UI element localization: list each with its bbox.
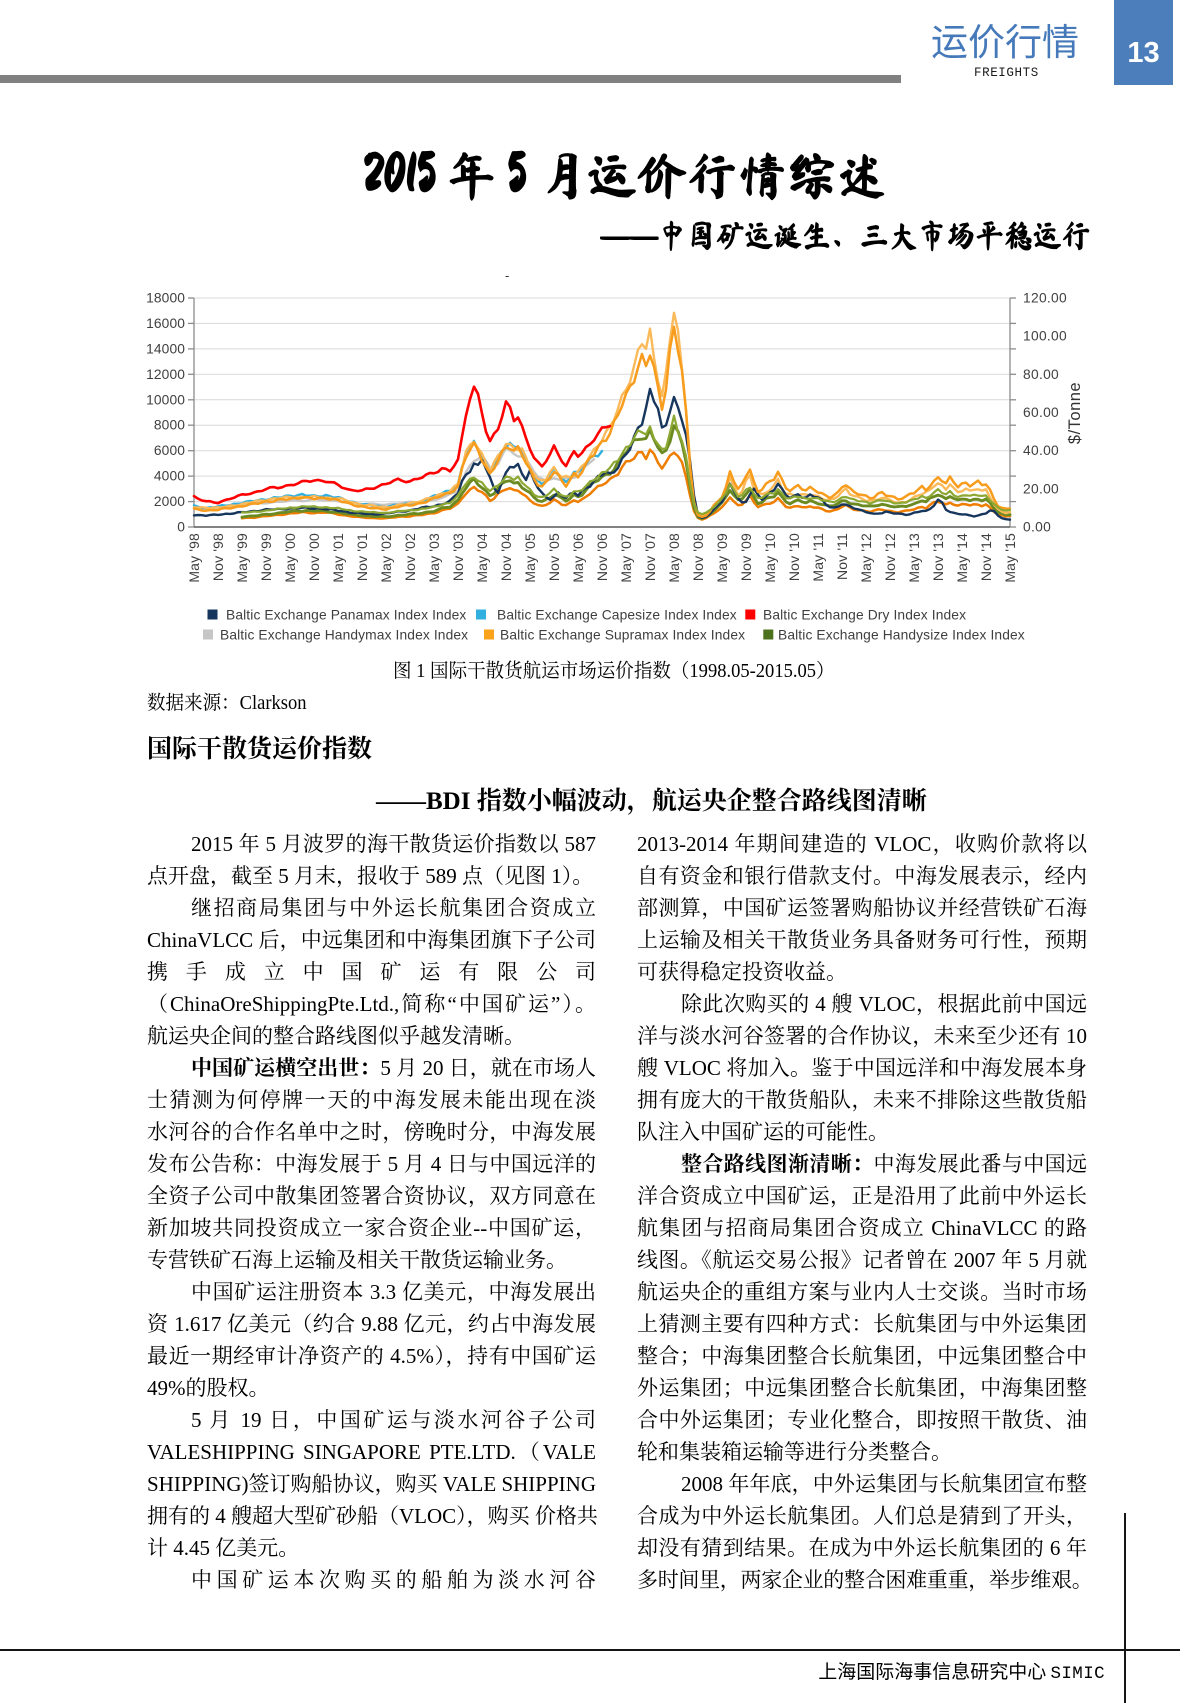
svg-text:4000: 4000 xyxy=(154,469,185,484)
svg-text:6000: 6000 xyxy=(154,443,185,458)
svg-text:0.00: 0.00 xyxy=(1023,520,1051,535)
svg-text:May '12: May '12 xyxy=(858,533,874,583)
svg-text:Nov '03: Nov '03 xyxy=(450,533,466,581)
svg-text:Nov '02: Nov '02 xyxy=(402,533,418,581)
svg-text:Nov '06: Nov '06 xyxy=(594,533,610,581)
svg-text:Baltic Exchange Supramax Index: Baltic Exchange Supramax Index Index xyxy=(500,628,745,643)
svg-text:18000: 18000 xyxy=(146,291,185,306)
svg-text:May '07: May '07 xyxy=(618,533,634,583)
svg-text:Nov '14: Nov '14 xyxy=(978,533,994,581)
svg-text:Nov '10: Nov '10 xyxy=(786,533,802,581)
svg-text:120.00: 120.00 xyxy=(1023,291,1067,306)
svg-text:Baltic Exchange Capesize Index: Baltic Exchange Capesize Index Index xyxy=(497,608,737,623)
svg-text:May '09: May '09 xyxy=(714,533,730,583)
svg-text:May '13: May '13 xyxy=(906,533,922,583)
svg-text:Nov '00: Nov '00 xyxy=(306,533,322,581)
svg-text:Nov '01: Nov '01 xyxy=(354,533,370,581)
svg-text:2000: 2000 xyxy=(154,494,185,509)
svg-text:May '01: May '01 xyxy=(330,533,346,583)
svg-text:12000: 12000 xyxy=(146,367,185,382)
svg-text:0: 0 xyxy=(177,520,185,535)
svg-text:14000: 14000 xyxy=(146,341,185,356)
svg-text:Nov '13: Nov '13 xyxy=(930,533,946,581)
svg-text:May '03: May '03 xyxy=(426,533,442,583)
svg-text:Baltic Exchange Panamax Index: Baltic Exchange Panamax Index Index xyxy=(226,608,466,623)
svg-text:May '02: May '02 xyxy=(378,533,394,583)
svg-text:-: - xyxy=(505,268,509,283)
svg-text:8000: 8000 xyxy=(154,418,185,433)
svg-text:40.00: 40.00 xyxy=(1023,443,1059,458)
svg-text:10000: 10000 xyxy=(146,392,185,407)
svg-text:May '98: May '98 xyxy=(186,533,202,583)
svg-text:Nov '09: Nov '09 xyxy=(738,533,754,581)
svg-text:May '08: May '08 xyxy=(666,533,682,583)
svg-text:Nov '11: Nov '11 xyxy=(834,533,850,580)
svg-text:May '14: May '14 xyxy=(954,533,970,583)
svg-text:Baltic Exchange Dry Index Inde: Baltic Exchange Dry Index Index xyxy=(763,608,966,623)
svg-text:60.00: 60.00 xyxy=(1023,405,1059,420)
svg-text:May '04: May '04 xyxy=(474,533,490,583)
svg-text:Nov '07: Nov '07 xyxy=(642,533,658,581)
svg-text:May '00: May '00 xyxy=(282,533,298,583)
svg-text:20.00: 20.00 xyxy=(1023,481,1059,496)
svg-text:Nov '12: Nov '12 xyxy=(882,533,898,581)
svg-text:Baltic Exchange Handymax Index: Baltic Exchange Handymax Index Index xyxy=(220,628,468,643)
svg-text:Nov '08: Nov '08 xyxy=(690,533,706,581)
svg-text:80.00: 80.00 xyxy=(1023,367,1059,382)
svg-text:16000: 16000 xyxy=(146,316,185,331)
svg-text:May '11: May '11 xyxy=(810,533,826,582)
svg-text:Nov '04: Nov '04 xyxy=(498,533,514,581)
svg-text:100.00: 100.00 xyxy=(1023,329,1067,344)
svg-text:May '15: May '15 xyxy=(1002,533,1018,583)
svg-text:Nov '05: Nov '05 xyxy=(546,533,562,581)
svg-text:May '99: May '99 xyxy=(234,533,250,583)
svg-text:May '06: May '06 xyxy=(570,533,586,583)
svg-text:Nov '98: Nov '98 xyxy=(210,533,226,581)
svg-text:Baltic Exchange Handysize Inde: Baltic Exchange Handysize Index Index xyxy=(778,628,1025,643)
svg-text:May '10: May '10 xyxy=(762,533,778,583)
svg-text:May '05: May '05 xyxy=(522,533,538,583)
svg-text:Nov '99: Nov '99 xyxy=(258,533,274,581)
svg-text:$/Tonne: $/Tonne xyxy=(1066,382,1084,444)
